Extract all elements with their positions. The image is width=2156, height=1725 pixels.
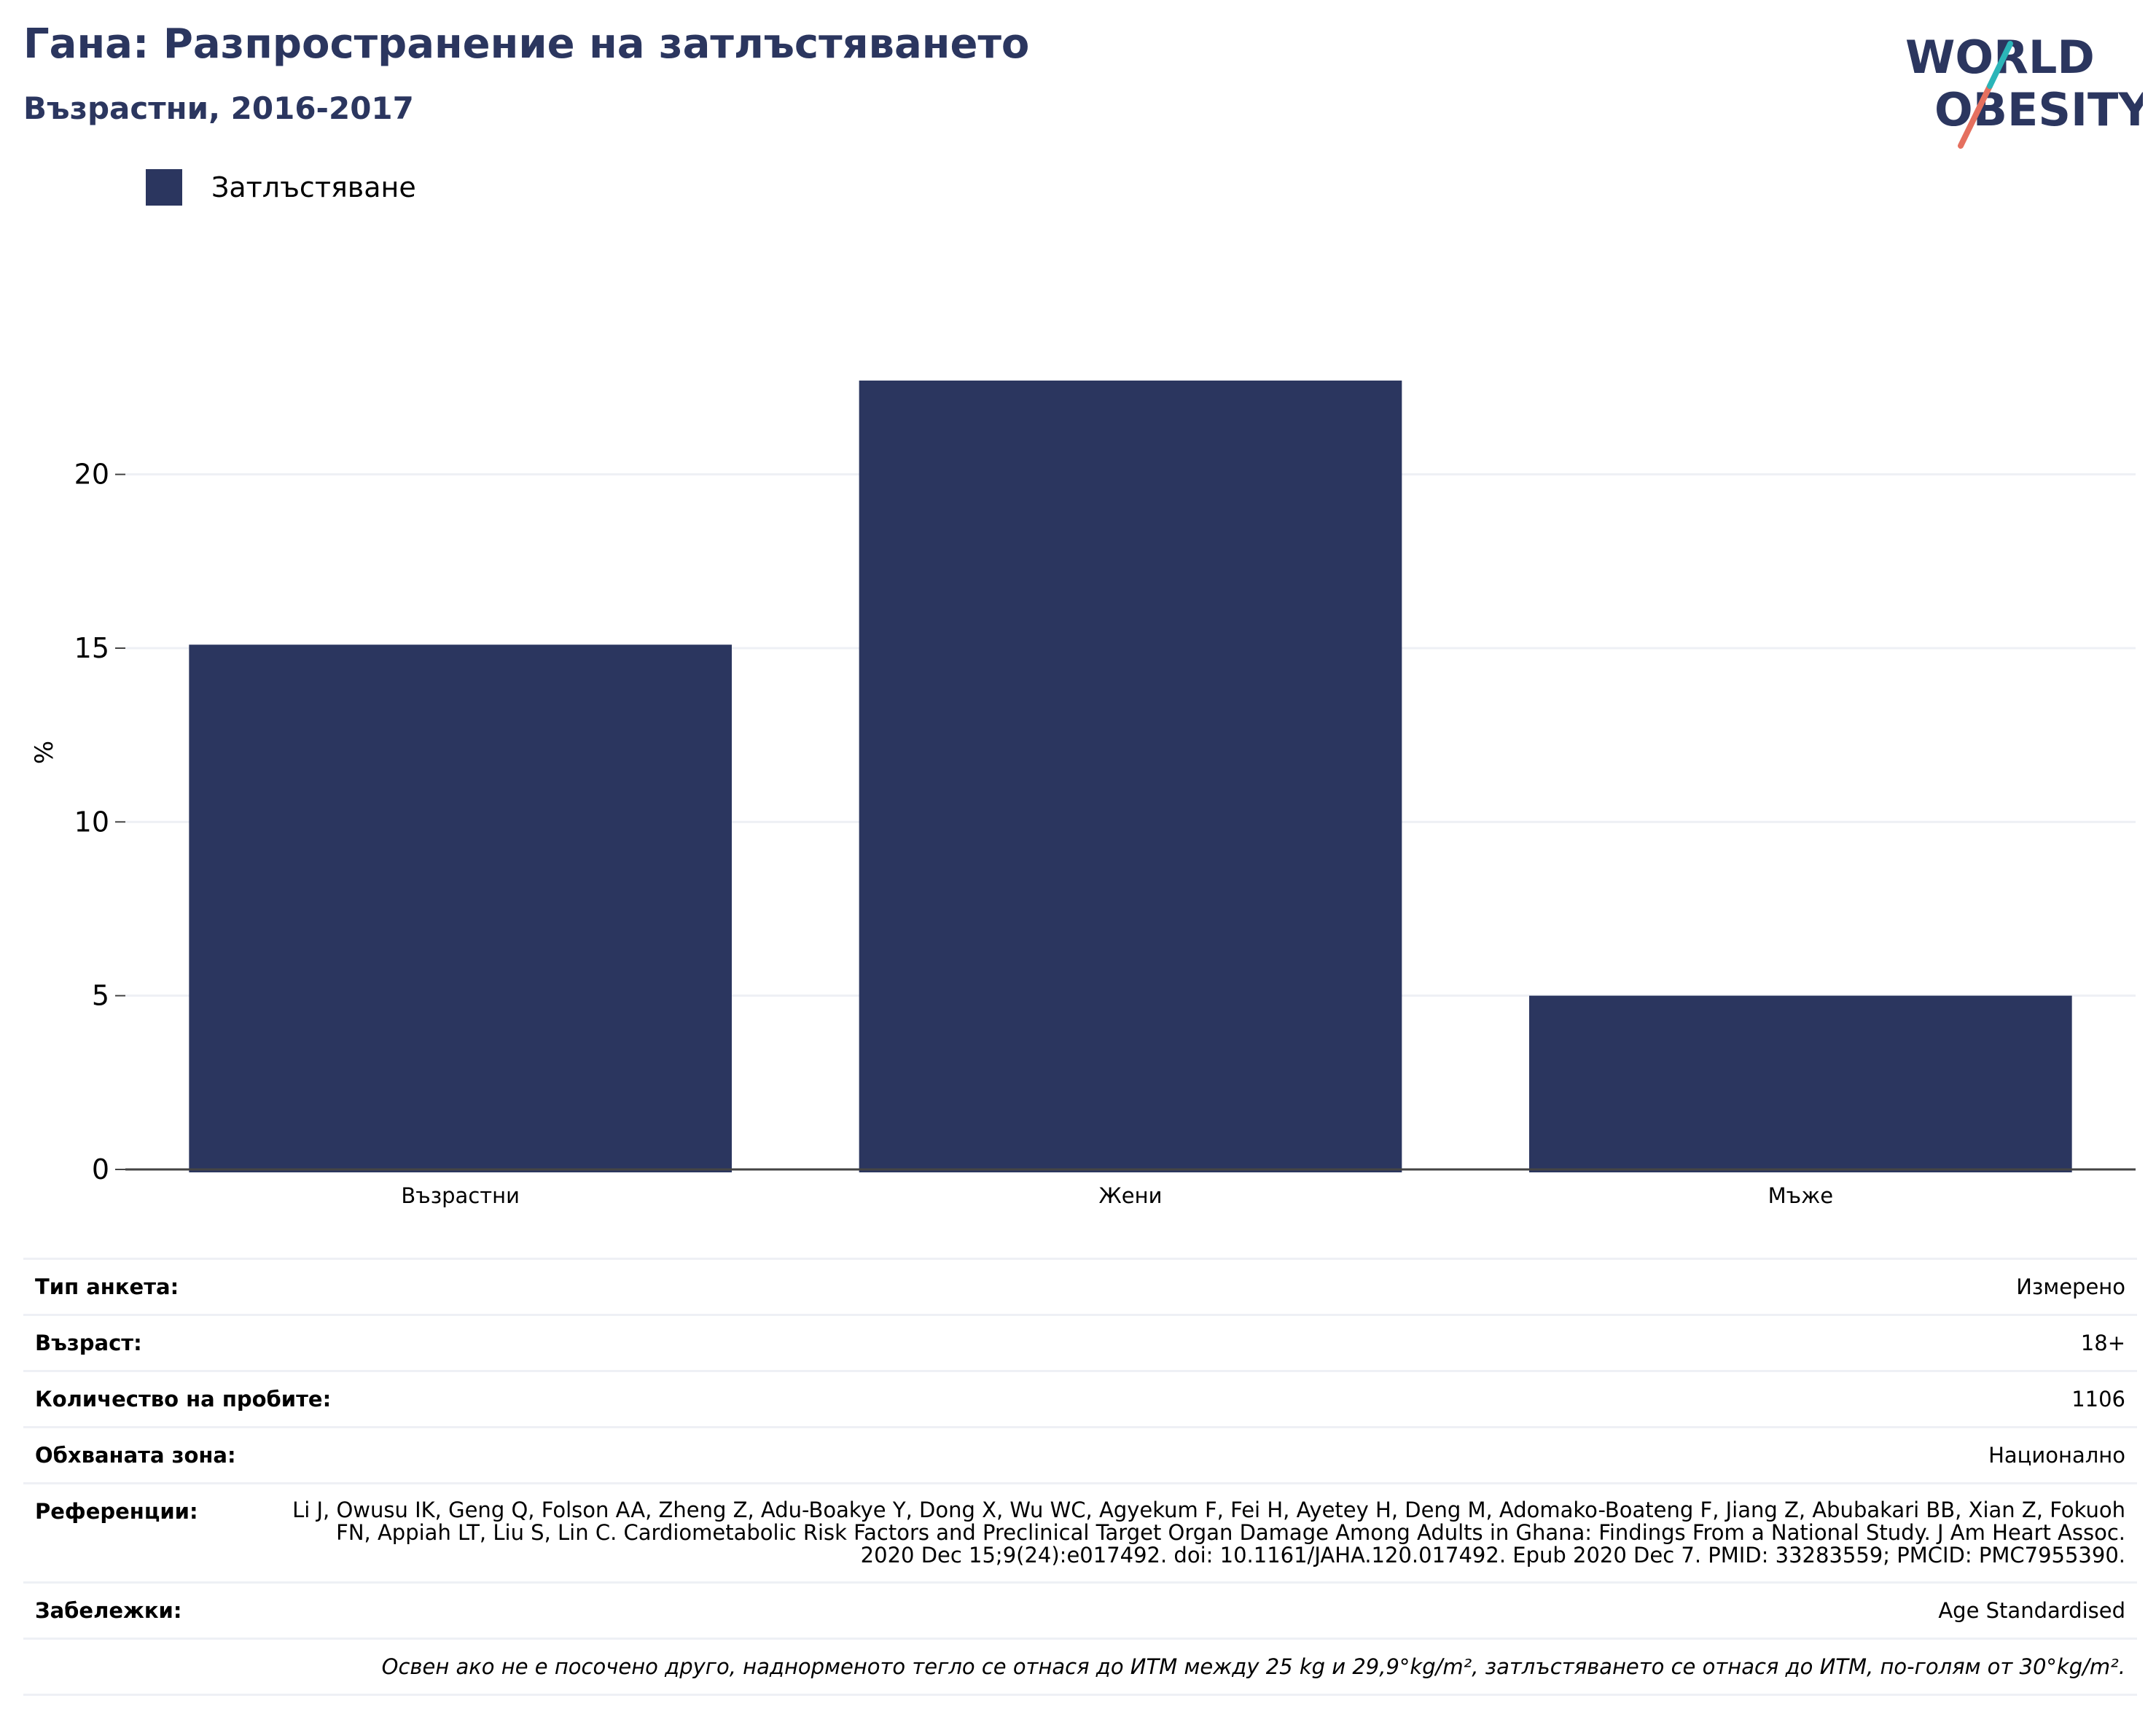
logo-slash-teal — [1987, 41, 2013, 89]
info-row-survey-type: Тип анкета: Измерено — [23, 1258, 2137, 1314]
info-label: Референции: — [35, 1499, 198, 1524]
info-value: Age Standardised — [1938, 1598, 2125, 1623]
bar — [859, 380, 1402, 1172]
bar-chart: 0 5 10 15 20% Възрастни Жени Мъже — [30, 380, 2136, 1208]
logo-slash-red — [1958, 83, 1993, 149]
y-tick-label: 15 — [74, 632, 109, 664]
bar — [189, 645, 732, 1172]
chart-legend: Затлъстяване — [146, 169, 416, 206]
info-label: Забележки: — [35, 1598, 182, 1623]
chart-title: Гана: Разпространение на затлъстяването — [23, 20, 1030, 68]
info-row-area: Обхваната зона: Национално — [23, 1426, 2137, 1482]
info-value: Измерено — [2016, 1274, 2125, 1299]
info-value: 1106 — [2071, 1387, 2125, 1411]
x-tick-label: Жени — [1099, 1183, 1163, 1208]
info-label: Тип анкета: — [35, 1274, 179, 1299]
chart-subtitle: Възрастни, 2016-2017 — [23, 90, 414, 126]
info-label: Възраст: — [35, 1331, 142, 1355]
info-row-age: Възраст: 18+ — [23, 1314, 2137, 1370]
info-label: Количество на пробите: — [35, 1387, 332, 1411]
world-obesity-logo: WORLD OBESITY — [1905, 31, 2143, 149]
bar — [1529, 995, 2072, 1172]
y-tick-label: 0 — [92, 1153, 109, 1185]
info-row-references: Референции: Li J, Owusu IK, Geng Q, Fols… — [23, 1482, 2137, 1581]
info-row-sample-size: Количество на пробите: 1106 — [23, 1370, 2137, 1426]
info-label: Обхваната зона: — [35, 1443, 236, 1468]
x-tick-label: Възрастни — [401, 1183, 520, 1208]
logo-line-1: WORLD — [1905, 31, 2095, 84]
info-row-notes: Забележки: Age Standardised — [23, 1581, 2137, 1638]
legend-label: Затлъстяване — [211, 171, 416, 203]
info-table: Тип анкета: Измерено Възраст: 18+ Количе… — [23, 1258, 2137, 1696]
info-footnote-row: Освен ако не е посочено друго, наднормен… — [23, 1638, 2137, 1696]
info-value: Национално — [1988, 1443, 2125, 1468]
logo-line-2: OBESITY — [1934, 83, 2143, 136]
y-axis-label: % — [30, 741, 59, 764]
info-value: 18+ — [2080, 1331, 2125, 1355]
y-tick-label: 20 — [74, 459, 109, 491]
x-tick-label: Мъже — [1768, 1183, 1833, 1208]
legend-swatch — [146, 169, 182, 206]
info-value-reference: Li J, Owusu IK, Geng Q, Folson AA, Zheng… — [292, 1498, 2125, 1568]
y-tick-label: 5 — [92, 980, 109, 1012]
y-tick-label: 10 — [74, 806, 109, 838]
footnote: Освен ако не е посочено друго, наднормен… — [381, 1654, 2125, 1679]
